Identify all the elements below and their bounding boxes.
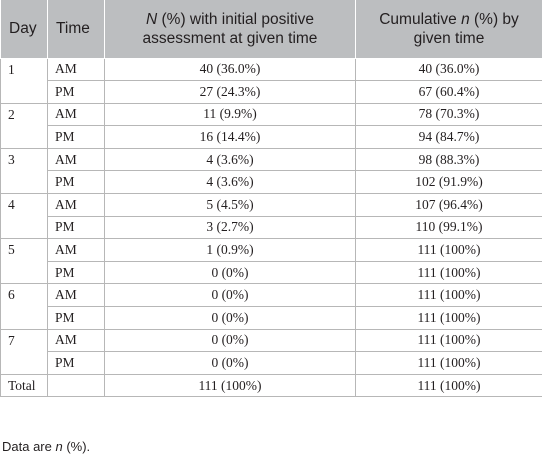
time-cell: AM — [47, 283, 105, 308]
total-cumulative-cell: 111 (100%) — [355, 373, 542, 398]
time-cell: PM — [47, 306, 105, 330]
header-initial-positive: N (%) with initial positive assessment a… — [104, 0, 356, 59]
day-cell — [0, 80, 48, 104]
day-cell: 5 — [0, 238, 48, 262]
day-cell — [0, 306, 48, 330]
table-row: PM 0 (0%) 111 (100%) — [0, 306, 542, 330]
time-cell: AM — [47, 193, 105, 217]
total-initial-cell: 111 (100%) — [104, 373, 356, 398]
header-day: Day — [0, 0, 48, 59]
cumulative-cell: 98 (88.3%) — [355, 147, 542, 172]
table-row: 3 AM 4 (3.6%) 98 (88.3%) — [0, 147, 542, 172]
cumulative-cell: 40 (36.0%) — [355, 57, 542, 82]
time-cell: AM — [47, 102, 105, 127]
initial-cell: 5 (4.5%) — [104, 193, 356, 217]
day-cell — [0, 351, 48, 375]
time-cell: PM — [47, 80, 105, 104]
table-row: PM 27 (24.3%) 67 (60.4%) — [0, 80, 542, 104]
cumulative-cell: 102 (91.9%) — [355, 170, 542, 195]
total-row: Total 111 (100%) 111 (100%) — [0, 373, 542, 398]
initial-cell: 4 (3.6%) — [104, 147, 356, 172]
header-initial-text: (%) with initial positive assessment at … — [142, 10, 318, 47]
table-row: 2 AM 11 (9.9%) 78 (70.3%) — [0, 102, 542, 127]
time-cell: AM — [47, 57, 105, 82]
day-cell — [0, 261, 48, 285]
day-cell: 6 — [0, 283, 48, 307]
cumulative-cell: 94 (84.7%) — [355, 125, 542, 149]
time-cell: PM — [47, 170, 105, 195]
header-cumulative-pre: Cumulative — [379, 10, 462, 28]
cumulative-cell: 107 (96.4%) — [355, 193, 542, 217]
table-row: PM 0 (0%) 111 (100%) — [0, 260, 542, 285]
day-cell: 3 — [0, 147, 48, 171]
time-cell: AM — [47, 147, 105, 172]
initial-cell: 27 (24.3%) — [104, 80, 356, 104]
time-cell: AM — [47, 328, 105, 353]
day-cell: 1 — [0, 57, 48, 81]
cumulative-cell: 67 (60.4%) — [355, 80, 542, 104]
cumulative-cell: 78 (70.3%) — [355, 102, 542, 127]
results-table: Day Time N (%) with initial positive ass… — [0, 0, 542, 398]
footnote-pre: Data are — [2, 439, 56, 454]
table-row: PM 3 (2.7%) 110 (99.1%) — [0, 215, 542, 240]
table-footnote: Data are n (%). — [2, 439, 90, 454]
table-row: 4 AM 5 (4.5%) 107 (96.4%) — [0, 193, 542, 217]
day-cell: 4 — [0, 193, 48, 217]
day-cell — [0, 216, 48, 240]
time-cell: PM — [47, 215, 105, 240]
header-cumulative-text: (%) by given time — [413, 10, 519, 47]
table-row: PM 0 (0%) 111 (100%) — [0, 351, 542, 375]
initial-cell: 0 (0%) — [104, 328, 356, 353]
footnote-post: (%). — [62, 439, 91, 454]
table-row: 6 AM 0 (0%) 111 (100%) — [0, 283, 542, 308]
table-row: 7 AM 0 (0%) 111 (100%) — [0, 328, 542, 353]
time-cell: PM — [47, 351, 105, 375]
cumulative-cell: 110 (99.1%) — [355, 215, 542, 240]
initial-cell: 16 (14.4%) — [104, 125, 356, 149]
table-row: PM 16 (14.4%) 94 (84.7%) — [0, 125, 542, 149]
header-cumulative: Cumulative n (%) by given time — [355, 0, 542, 59]
initial-cell: 11 (9.9%) — [104, 102, 356, 127]
day-cell — [0, 125, 48, 149]
time-cell: AM — [47, 238, 105, 262]
initial-cell: 4 (3.6%) — [104, 170, 356, 195]
day-cell: 7 — [0, 328, 48, 352]
time-cell: PM — [47, 260, 105, 285]
day-cell — [0, 170, 48, 195]
initial-cell: 3 (2.7%) — [104, 215, 356, 240]
initial-cell: 1 (0.9%) — [104, 238, 356, 262]
table-row: 1 AM 40 (36.0%) 40 (36.0%) — [0, 57, 542, 82]
total-time-cell — [47, 373, 105, 398]
initial-cell: 0 (0%) — [104, 351, 356, 375]
total-label: Total — [0, 373, 48, 398]
initial-cell: 0 (0%) — [104, 260, 356, 285]
time-cell: PM — [47, 125, 105, 149]
header-time: Time — [47, 0, 105, 59]
header-initial-n: N — [146, 10, 158, 28]
footnote-n: n — [55, 439, 63, 454]
cumulative-cell: 111 (100%) — [355, 351, 542, 375]
header-cumulative-n: n — [461, 10, 470, 28]
cumulative-cell: 111 (100%) — [355, 283, 542, 308]
initial-cell: 0 (0%) — [104, 283, 356, 308]
table-row: PM 4 (3.6%) 102 (91.9%) — [0, 170, 542, 195]
cumulative-cell: 111 (100%) — [355, 306, 542, 330]
table-row: 5 AM 1 (0.9%) 111 (100%) — [0, 238, 542, 262]
initial-cell: 0 (0%) — [104, 306, 356, 330]
header-row: Day Time N (%) with initial positive ass… — [0, 0, 542, 59]
cumulative-cell: 111 (100%) — [355, 260, 542, 285]
day-cell: 2 — [0, 102, 48, 126]
cumulative-cell: 111 (100%) — [355, 328, 542, 353]
cumulative-cell: 111 (100%) — [355, 238, 542, 262]
initial-cell: 40 (36.0%) — [104, 57, 356, 82]
